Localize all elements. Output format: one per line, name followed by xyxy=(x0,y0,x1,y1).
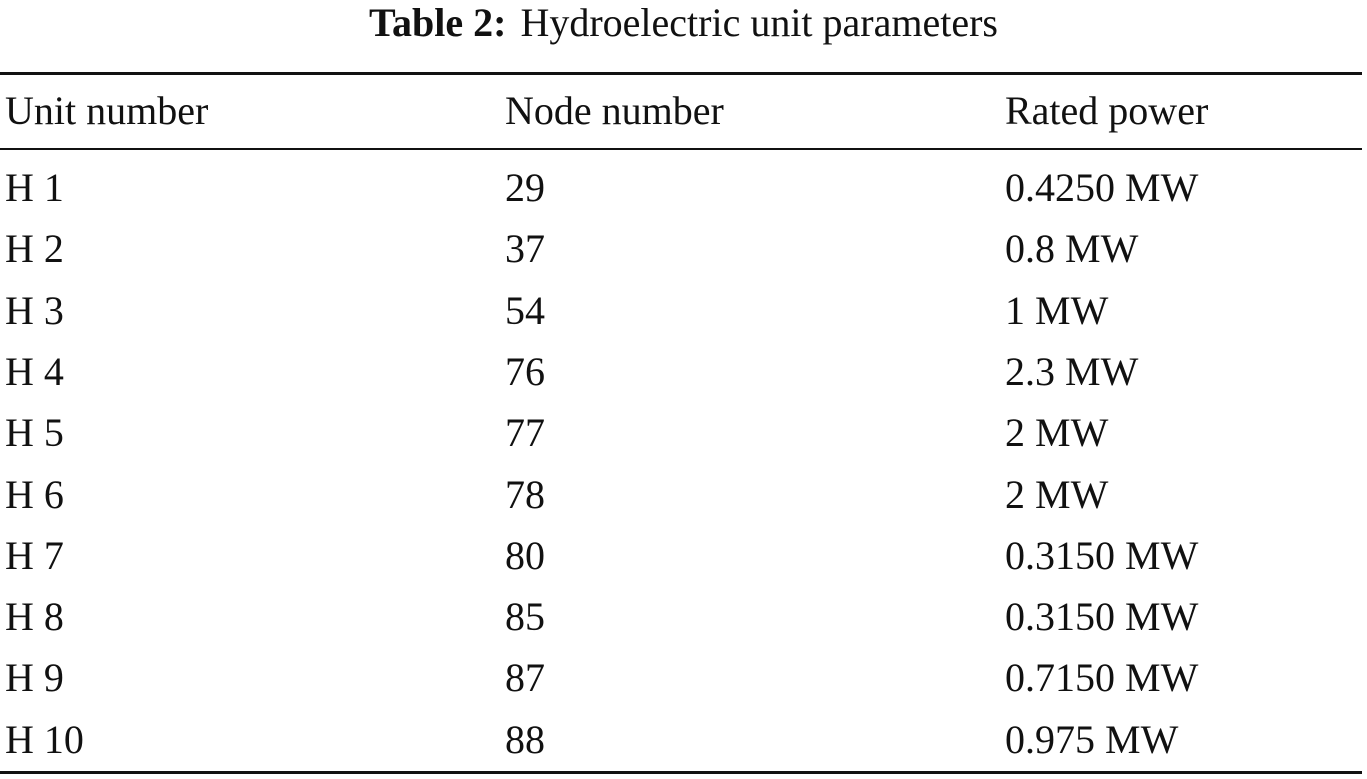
header-cell: Rated power xyxy=(1005,88,1209,133)
cell: 88 xyxy=(505,716,545,762)
cell: 2 MW xyxy=(1005,471,1109,517)
header-rule xyxy=(0,148,1362,150)
cell: H 10 xyxy=(5,716,84,762)
cell: 78 xyxy=(505,471,545,517)
cell: 76 xyxy=(505,348,545,394)
cell: 80 xyxy=(505,532,545,578)
cell: 37 xyxy=(505,226,545,272)
cell: 0.4250 MW xyxy=(1005,165,1199,210)
cell: H 2 xyxy=(5,226,64,272)
cell: 0.8 MW xyxy=(1005,226,1139,272)
cell: H 1 xyxy=(5,165,64,210)
header-cell: Node number xyxy=(505,88,724,133)
caption-label: Table 2: xyxy=(368,0,507,45)
cell: 1 MW xyxy=(1005,287,1109,333)
cell: 77 xyxy=(505,410,545,456)
cell: 0.3150 MW xyxy=(1005,594,1199,640)
header-cell: Unit number xyxy=(5,88,209,133)
cell: H 4 xyxy=(5,348,64,394)
cell: 85 xyxy=(505,594,545,640)
cell: 87 xyxy=(505,655,545,701)
cell: H 9 xyxy=(5,655,64,701)
cell: H 8 xyxy=(5,594,64,640)
cell: H 3 xyxy=(5,287,64,333)
top-rule xyxy=(0,72,1362,75)
caption-text: Hydroelectric unit parameters xyxy=(520,0,998,45)
cell: 0.975 MW xyxy=(1005,716,1179,762)
caption: Table 2: Hydroelectric unit parameters xyxy=(0,0,1367,46)
cell: H 5 xyxy=(5,410,64,456)
cell: H 6 xyxy=(5,471,64,517)
cell: 2 MW xyxy=(1005,410,1109,456)
cell: 54 xyxy=(505,287,545,333)
cell: H 7 xyxy=(5,532,64,578)
cell: 0.3150 MW xyxy=(1005,532,1199,578)
cell: 2.3 MW xyxy=(1005,348,1139,394)
bottom-rule xyxy=(0,771,1362,774)
cell: 29 xyxy=(505,165,545,210)
cell: 0.7150 MW xyxy=(1005,655,1199,701)
